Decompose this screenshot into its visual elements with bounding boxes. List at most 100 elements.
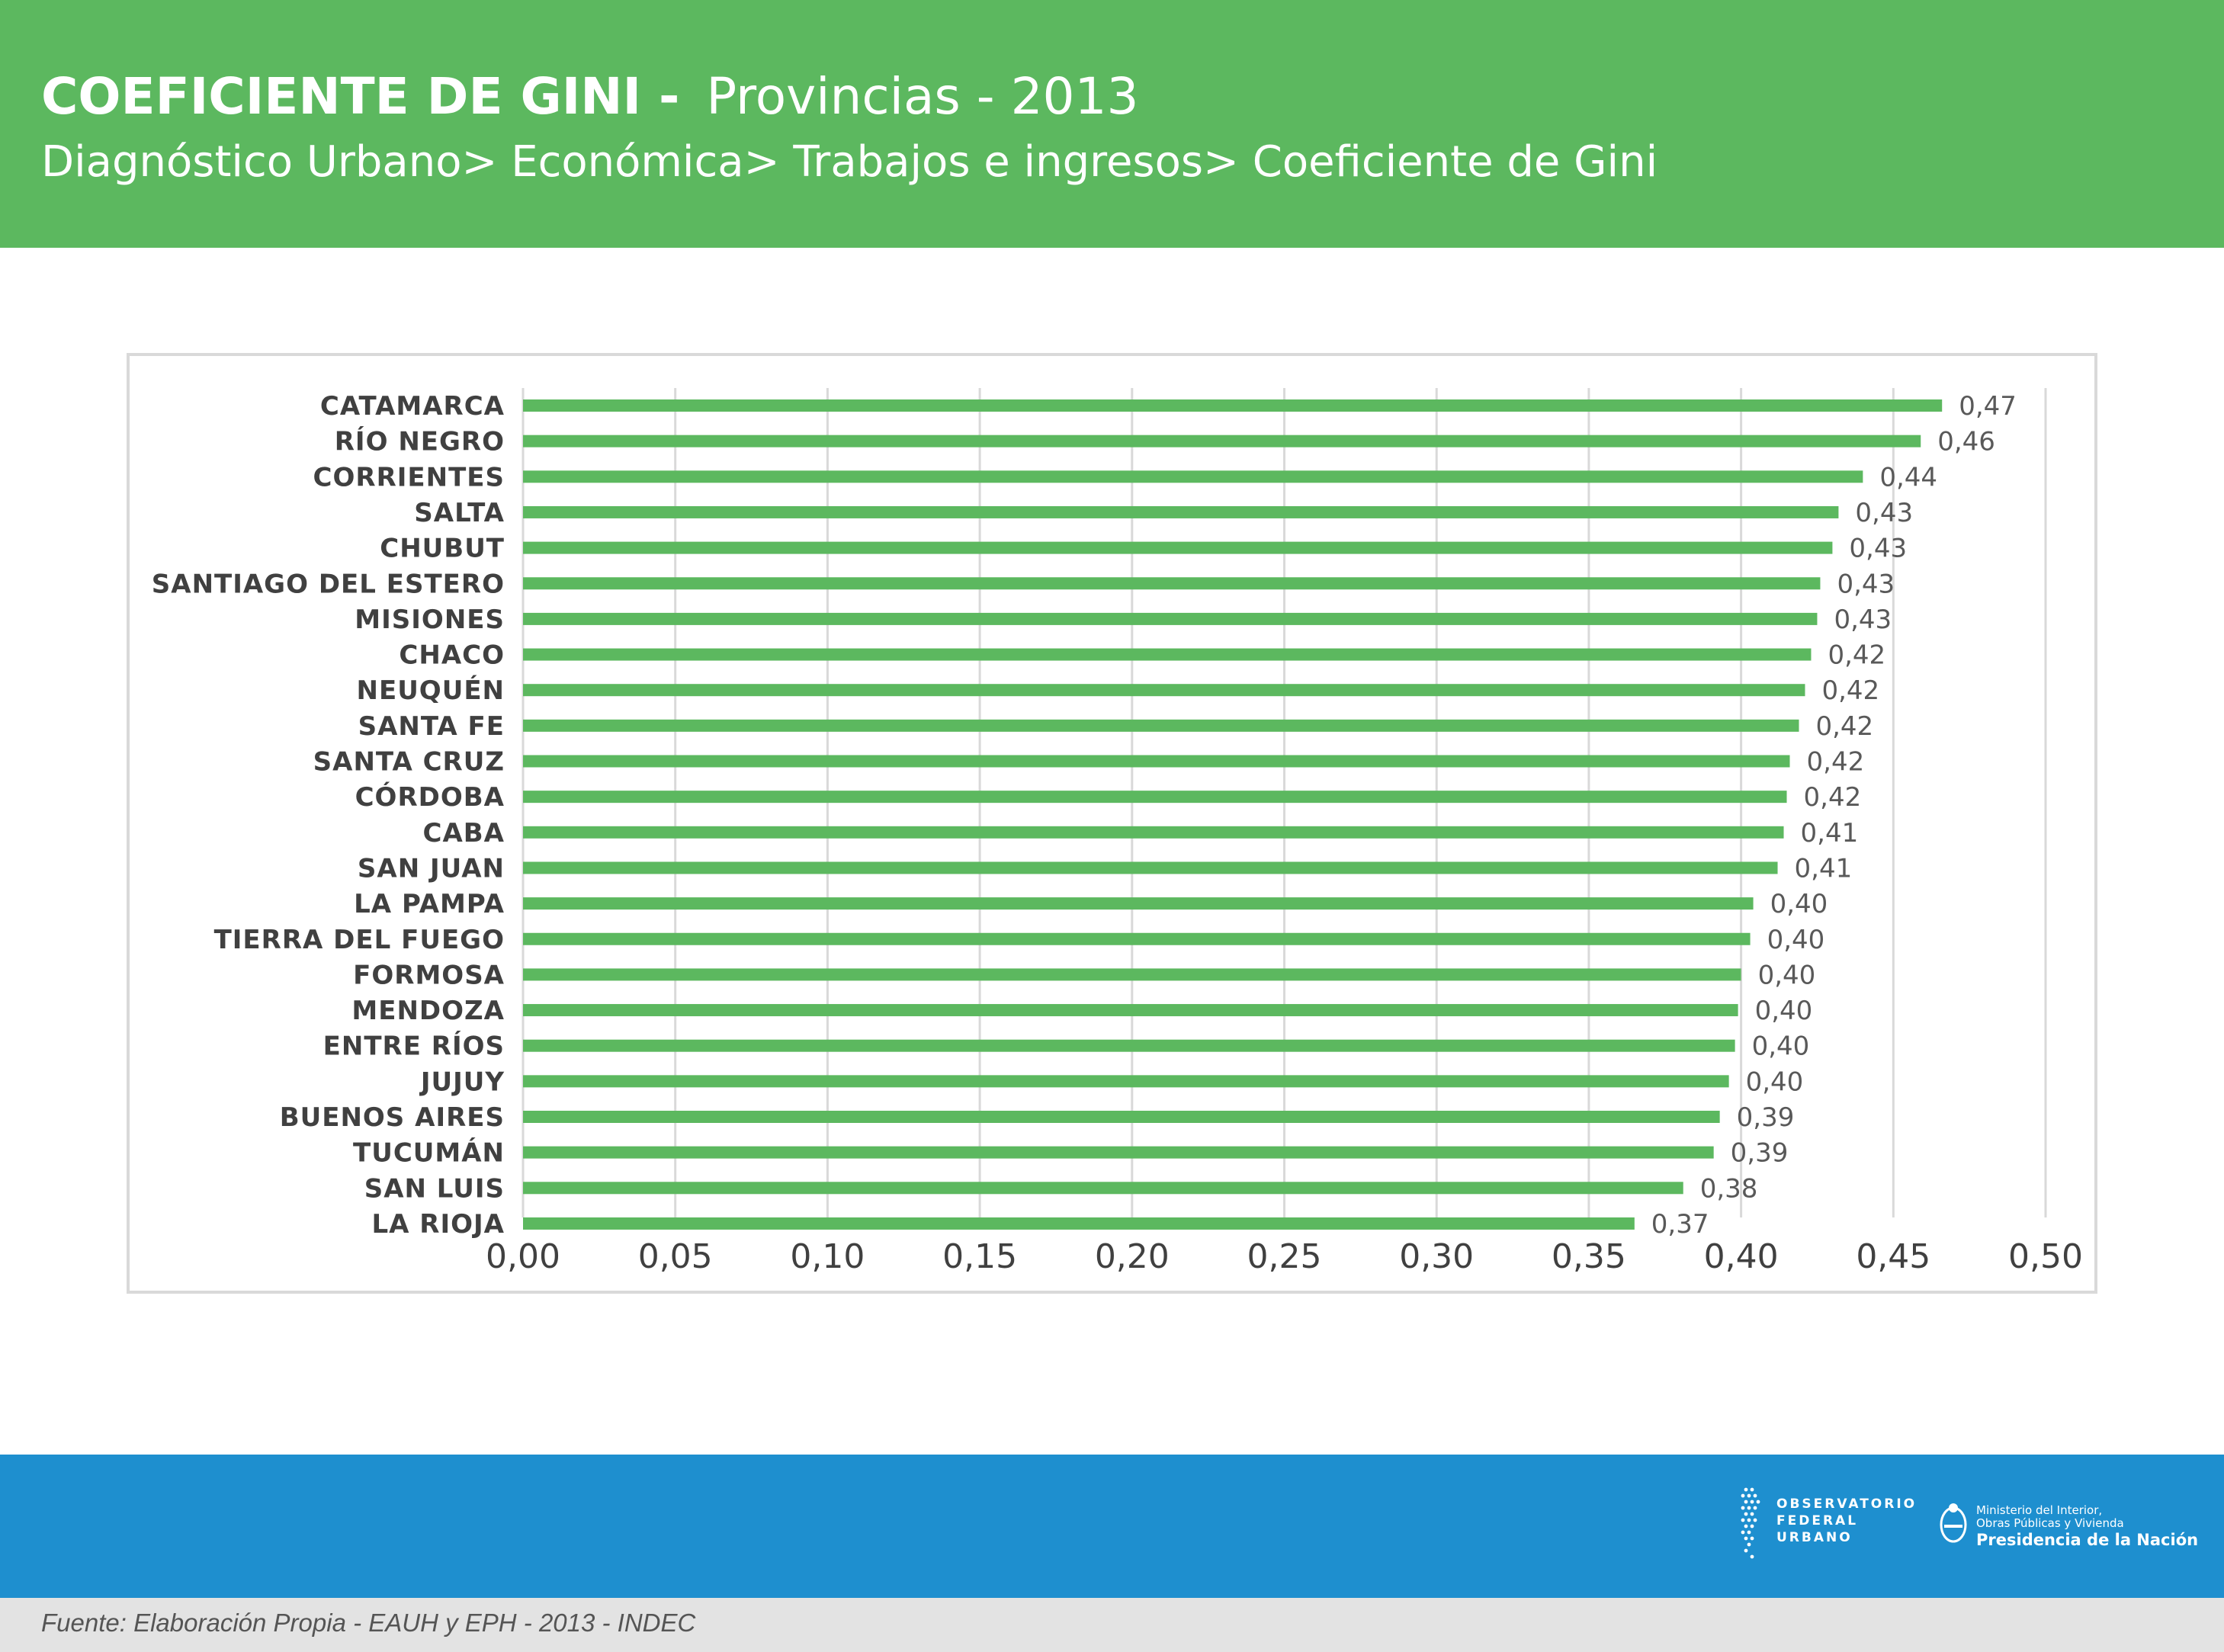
category-label: SALTA xyxy=(414,498,505,528)
category-label: SAN LUIS xyxy=(364,1173,505,1204)
bar xyxy=(523,684,1805,697)
ministry-logo: Ministerio del Interior, Obras Públicas … xyxy=(1937,1500,2199,1561)
category-label: CATAMARCA xyxy=(320,391,505,422)
x-tick-label: 0,05 xyxy=(638,1237,713,1276)
category-labels: CATAMARCA RÍO NEGRO CORRIENTES SALTA CHUBUT S… xyxy=(152,391,505,1240)
category-label: MISIONES xyxy=(355,605,505,635)
category-label: TUCUMÁN xyxy=(353,1137,505,1169)
value-label: 0,46 xyxy=(1937,427,1995,457)
page-title: COEFICIENTE DE GINI - Provincias - 2013 xyxy=(41,67,1139,126)
value-label: 0,43 xyxy=(1837,569,1895,599)
x-tick-label: 0,45 xyxy=(1856,1237,1930,1276)
bar xyxy=(523,1039,1735,1052)
category-label: MENDOZA xyxy=(351,996,505,1026)
bar xyxy=(523,1217,1635,1230)
bar xyxy=(523,577,1821,590)
category-label: LA RIOJA xyxy=(371,1209,505,1240)
category-label: LA PAMPA xyxy=(354,889,505,919)
bar xyxy=(523,435,1921,447)
source-band: Fuente: Elaboración Propia - EAUH y EPH … xyxy=(0,1598,2224,1652)
bar xyxy=(523,826,1784,839)
value-label: 0,40 xyxy=(1758,960,1816,990)
chart-frame: CATAMARCA RÍO NEGRO CORRIENTES SALTA CHUBUT S… xyxy=(127,353,2097,1294)
source-note: Fuente: Elaboración Propia - EAUH y EPH … xyxy=(41,1609,696,1637)
ministry-line-1: Ministerio del Interior, xyxy=(1976,1503,2103,1517)
value-label: 0,38 xyxy=(1700,1173,1758,1204)
category-label: ENTRE RÍOS xyxy=(323,1031,505,1062)
bar xyxy=(523,932,1751,945)
value-label: 0,39 xyxy=(1731,1138,1789,1169)
category-label: SANTA CRUZ xyxy=(313,747,505,778)
x-axis-tick-labels: 0,00 0,05 0,10 0,15 0,20 0,25 0,30 0,35 0,40 0,45… xyxy=(486,1237,2083,1276)
value-labels: 0,47 0,460,44 0,43 0,43 0,43 0,43 0,42 0,42 0,42… xyxy=(1651,391,2017,1240)
value-label: 0,42 xyxy=(1807,747,1865,778)
value-label: 0,37 xyxy=(1651,1209,1709,1240)
ministry-line-3: Presidencia de la Nación xyxy=(1976,1531,2199,1549)
value-label: 0,40 xyxy=(1752,1031,1810,1062)
category-label: FORMOSA xyxy=(353,960,505,990)
footer-band: OBSERVATORIO FEDERAL URBANO Ministerio d… xyxy=(0,1455,2224,1598)
value-label: 0,43 xyxy=(1849,534,1907,564)
x-tick-label: 0,30 xyxy=(1399,1237,1474,1276)
value-label: 0,39 xyxy=(1737,1102,1795,1133)
value-label: 0,42 xyxy=(1821,675,1879,706)
bar xyxy=(523,1004,1738,1017)
bar xyxy=(523,1146,1714,1159)
category-label: NEUQUÉN xyxy=(357,675,505,706)
bar xyxy=(523,399,1943,412)
value-label: 0,41 xyxy=(1795,853,1853,884)
bar xyxy=(523,897,1754,910)
category-label: CORRIENTES xyxy=(313,462,505,492)
category-label: CHUBUT xyxy=(380,534,505,564)
bar xyxy=(523,755,1790,768)
category-label: SAN JUAN xyxy=(358,853,505,884)
value-label: 0,43 xyxy=(1834,605,1892,635)
bar xyxy=(523,719,1799,732)
value-label: 0,43 xyxy=(1855,498,1913,528)
category-label: SANTIAGO DEL ESTERO xyxy=(152,569,505,599)
category-label: CABA xyxy=(423,818,505,848)
x-tick-label: 0,20 xyxy=(1095,1237,1170,1276)
value-label: 0,40 xyxy=(1755,996,1813,1026)
ministry-line-2: Obras Públicas y Vivienda xyxy=(1976,1516,2124,1530)
x-tick-label: 0,50 xyxy=(2008,1237,2083,1276)
bar xyxy=(523,505,1839,518)
value-label: 0,47 xyxy=(1959,391,2017,422)
category-label: CHACO xyxy=(399,640,505,671)
category-label: BUENOS AIRES xyxy=(280,1102,505,1133)
bar xyxy=(523,541,1833,554)
x-tick-label: 0,35 xyxy=(1552,1237,1626,1276)
dotted-map-icon xyxy=(1741,1487,1760,1559)
gini-bar-chart: CATAMARCA RÍO NEGRO CORRIENTES SALTA CHUBUT S… xyxy=(152,388,2083,1276)
bar xyxy=(523,1075,1729,1088)
bars xyxy=(523,399,1943,1230)
bar xyxy=(523,968,1741,981)
x-tick-label: 0,25 xyxy=(1247,1237,1322,1276)
observatorio-label: OBSERVATORIO FEDERAL URBANO xyxy=(1776,1496,1918,1545)
bar xyxy=(523,861,1778,874)
bar xyxy=(523,648,1812,661)
bar xyxy=(523,612,1818,625)
category-label: SANTA FE xyxy=(358,711,505,742)
category-label: JUJUY xyxy=(419,1067,505,1097)
value-label: 0,40 xyxy=(1746,1067,1804,1097)
bar xyxy=(523,1111,1720,1123)
header-banner: COEFICIENTE DE GINI - Provincias - 2013 … xyxy=(0,0,2224,248)
observatorio-logo: OBSERVATORIO FEDERAL URBANO xyxy=(1738,1485,1914,1569)
bar xyxy=(523,791,1787,804)
bar xyxy=(523,1182,1683,1195)
x-tick-label: 0,15 xyxy=(942,1237,1017,1276)
category-label: RÍO NEGRO xyxy=(335,426,505,457)
value-label: 0,41 xyxy=(1801,818,1859,848)
category-label: TIERRA DEL FUEGO xyxy=(214,925,505,955)
value-label: 0,42 xyxy=(1804,782,1862,813)
breadcrumb: Diagnóstico Urbano> Económica> Trabajos … xyxy=(41,137,1658,187)
x-tick-label: 0,40 xyxy=(1704,1237,1779,1276)
x-tick-label: 0,10 xyxy=(790,1237,865,1276)
value-label: 0,40 xyxy=(1767,925,1825,955)
value-label: 0,42 xyxy=(1815,711,1873,742)
category-label: CÓRDOBA xyxy=(355,781,505,813)
title-strong: COEFICIENTE DE GINI - xyxy=(41,67,680,126)
value-label: 0,44 xyxy=(1879,462,1937,492)
title-subtitle: Provincias - 2013 xyxy=(706,67,1139,126)
